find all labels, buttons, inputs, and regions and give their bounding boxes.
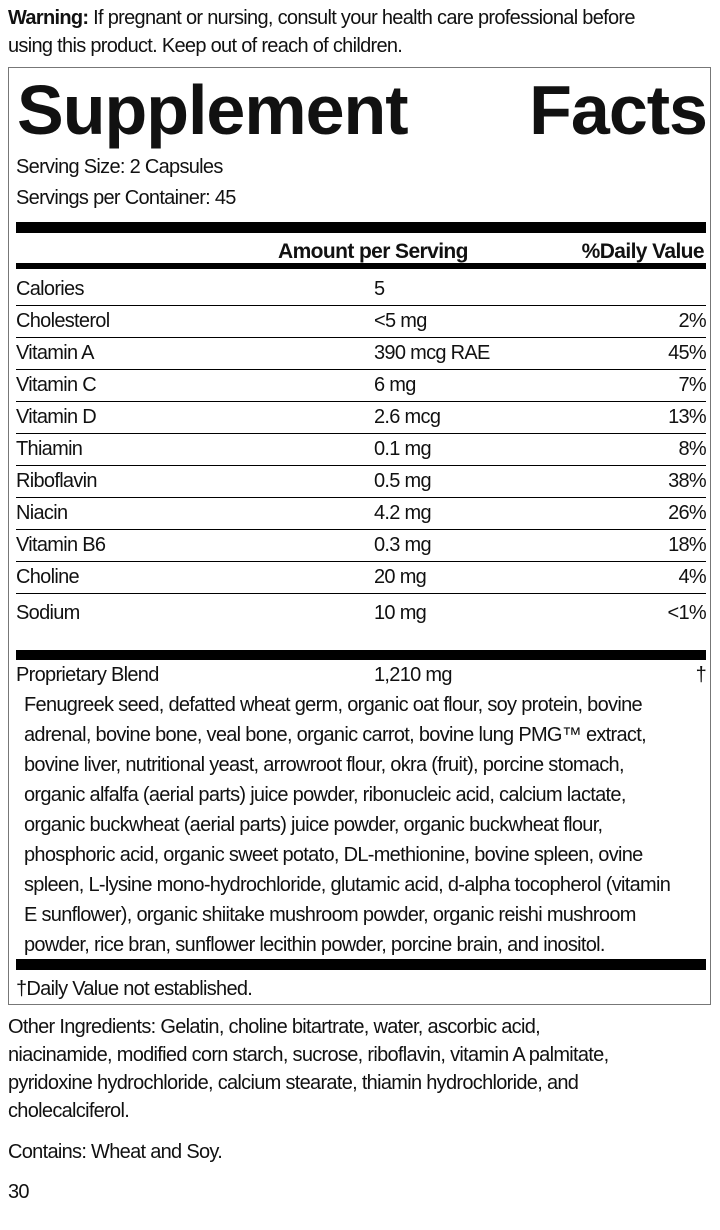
- other-ingredients-line: cholecalciferol.: [8, 1100, 130, 1122]
- nutrient-dv: 8%: [678, 438, 706, 460]
- blend-line: bovine liver, nutritional yeast, arrowro…: [24, 754, 625, 776]
- nutrient-name: Choline: [16, 566, 80, 588]
- nutrient-dv: <1%: [667, 602, 707, 624]
- serving-size: Serving Size: 2 Capsules: [16, 156, 223, 178]
- blend-line: E sunflower), organic shiitake mushroom …: [24, 904, 636, 926]
- thick-divider: [16, 650, 706, 660]
- nutrient-row: Vitamin D 2.6 mcg 13%: [16, 402, 707, 434]
- nutrient-amount: 0.1 mg: [374, 438, 432, 460]
- nutrient-row: Vitamin B6 0.3 mg 18%: [16, 530, 707, 562]
- title-word-1: Supplement: [17, 71, 409, 149]
- nutrient-dv: 13%: [668, 406, 707, 428]
- warning-text: Warning: If pregnant or nursing, consult…: [8, 4, 718, 60]
- blend-line: Fenugreek seed, defatted wheat germ, org…: [24, 694, 643, 716]
- supplement-facts-panel: Supplement Facts Serving Size: 2 Capsule…: [8, 67, 711, 1005]
- nutrient-row: Thiamin 0.1 mg 8%: [16, 434, 707, 466]
- nutrient-row: Calories 5: [16, 274, 706, 306]
- nutrient-name: Vitamin D: [16, 406, 97, 428]
- other-ingredients-line: niacinamide, modified corn starch, sucro…: [8, 1044, 609, 1066]
- blend-ingredients: Fenugreek seed, defatted wheat germ, org…: [24, 690, 671, 960]
- nutrient-name: Calories: [16, 278, 84, 300]
- nutrient-row: Cholesterol <5 mg 2%: [16, 306, 707, 338]
- nutrient-amount: 0.3 mg: [374, 534, 432, 556]
- warning-label: Warning:: [8, 7, 89, 29]
- nutrient-name: Riboflavin: [16, 470, 98, 492]
- nutrient-amount: 0.5 mg: [374, 470, 432, 492]
- warning-line-2: using this product. Keep out of reach of…: [8, 35, 403, 57]
- blend-line: organic buckwheat (aerial parts) juice p…: [24, 814, 603, 836]
- blend-name: Proprietary Blend: [16, 664, 159, 686]
- nutrient-dv: 7%: [678, 374, 706, 396]
- nutrient-name: Vitamin B6: [16, 534, 106, 556]
- thick-divider: [16, 222, 706, 233]
- nutrient-amount: 10 mg: [374, 602, 427, 624]
- blend-amount: 1,210 mg: [374, 664, 452, 686]
- nutrient-amount: 4.2 mg: [374, 502, 432, 524]
- blend-line: adrenal, bovine bone, veal bone, organic…: [24, 724, 647, 746]
- nutrient-dv: 26%: [668, 502, 707, 524]
- nutrient-amount: 390 mcg RAE: [374, 342, 490, 364]
- blend-dv: †: [695, 664, 707, 686]
- nutrient-name: Cholesterol: [16, 310, 110, 332]
- nutrient-row: Vitamin A 390 mcg RAE 45%: [16, 338, 707, 370]
- header-daily-value: %Daily Value: [581, 240, 705, 263]
- warning-line-1: If pregnant or nursing, consult your hea…: [88, 7, 635, 29]
- servings-per-container: Servings per Container: 45: [16, 187, 236, 209]
- nutrient-row: Vitamin C 6 mg 7%: [16, 370, 707, 402]
- nutrient-name: Thiamin: [16, 438, 83, 460]
- nutrient-name: Sodium: [16, 602, 80, 624]
- nutrient-dv: 18%: [668, 534, 707, 556]
- nutrient-row: Sodium 10 mg <1%: [16, 594, 707, 634]
- proprietary-blend-row: Proprietary Blend 1,210 mg †: [16, 660, 707, 692]
- nutrient-amount: 6 mg: [374, 374, 416, 396]
- other-ingredients-line: Other Ingredients: Gelatin, choline bita…: [8, 1016, 541, 1038]
- thick-divider: [16, 959, 706, 970]
- nutrient-row: Choline 20 mg 4%: [16, 562, 707, 594]
- nutrient-dv: 45%: [668, 342, 707, 364]
- nutrient-amount: <5 mg: [374, 310, 427, 332]
- nutrient-dv: 38%: [668, 470, 707, 492]
- nutrient-dv: 2%: [678, 310, 706, 332]
- panel-title: Supplement Facts: [17, 70, 708, 150]
- other-ingredients: Other Ingredients: Gelatin, choline bita…: [8, 1013, 609, 1125]
- nutrient-row: Riboflavin 0.5 mg 38%: [16, 466, 707, 498]
- blend-line: powder, rice bran, sunflower lecithin po…: [24, 934, 605, 956]
- nutrient-name: Vitamin A: [16, 342, 95, 364]
- nutrient-row: Niacin 4.2 mg 26%: [16, 498, 707, 530]
- header-amount: Amount per Serving: [278, 240, 468, 263]
- blend-line: organic alfalfa (aerial parts) juice pow…: [24, 784, 626, 806]
- nutrient-dv: 4%: [678, 566, 706, 588]
- footnote: †Daily Value not established.: [16, 978, 253, 1000]
- nutrient-name: Vitamin C: [16, 374, 97, 396]
- nutrient-amount: 2.6 mcg: [374, 406, 441, 428]
- nutrient-amount: 20 mg: [374, 566, 427, 588]
- nutrient-amount: 5: [374, 278, 385, 300]
- nutrient-name: Niacin: [16, 502, 68, 524]
- title-word-2: Facts: [529, 71, 708, 149]
- allergen-statement: Contains: Wheat and Soy.: [8, 1141, 223, 1163]
- other-ingredients-line: pyridoxine hydrochloride, calcium steara…: [8, 1072, 579, 1094]
- page-number: 30: [8, 1181, 30, 1203]
- medium-divider: [16, 263, 706, 269]
- blend-line: spleen, L-lysine mono-hydrochloride, glu…: [24, 874, 671, 896]
- blend-line: phosphoric acid, organic sweet potato, D…: [24, 844, 643, 866]
